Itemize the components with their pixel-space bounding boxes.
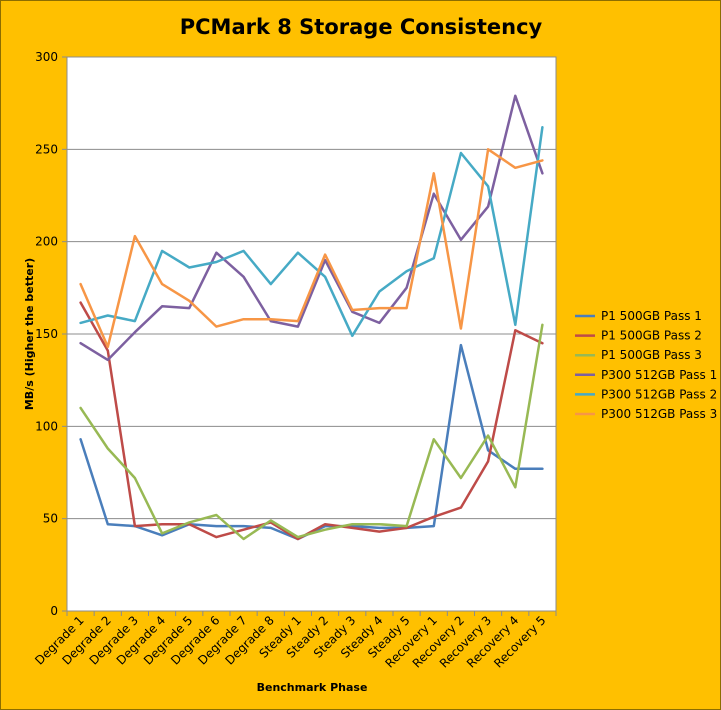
series-lines [79, 94, 544, 541]
legend-entry: P1 500GB Pass 3 [601, 348, 702, 362]
chart-title: PCMark 8 Storage Consistency [180, 15, 543, 39]
series-line [79, 94, 544, 362]
series-line [79, 323, 544, 541]
legend-entry: P1 500GB Pass 2 [601, 329, 702, 343]
y-tick-label: 100 [35, 419, 58, 433]
legend-entry: P300 512GB Pass 3 [601, 407, 717, 421]
y-tick-label: 250 [35, 142, 58, 156]
series-line [79, 125, 544, 338]
y-tick-label: 150 [35, 327, 58, 341]
y-tick-label: 0 [50, 604, 58, 618]
y-tick-label: 200 [35, 235, 58, 249]
legend-entry: P1 500GB Pass 1 [601, 309, 702, 323]
y-tick-label: 300 [35, 50, 58, 64]
legend-entry: P300 512GB Pass 2 [601, 387, 717, 401]
y-tick-label: 50 [43, 512, 58, 526]
legend-entry: P300 512GB Pass 1 [601, 368, 717, 382]
series-line [79, 148, 544, 349]
legend: P1 500GB Pass 1 P1 500GB Pass 2 P1 500GB P… [575, 309, 717, 421]
x-axis-label: Benchmark Phase [257, 681, 368, 694]
y-axis-ticks: 0 50 100 150 200 250 300 [35, 50, 67, 618]
y-axis-label: MB/s (Higher the better) [23, 258, 36, 410]
